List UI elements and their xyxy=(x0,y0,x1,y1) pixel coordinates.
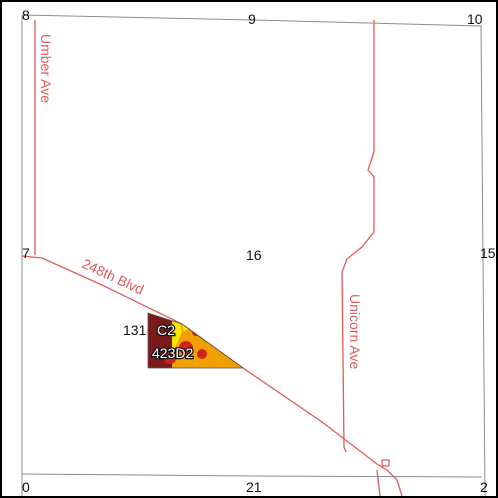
section-number-top-right: 10 xyxy=(467,11,483,27)
soil-polygon-outline xyxy=(147,312,245,369)
road-label-248th-blvd: 248th Blvd xyxy=(80,255,147,297)
soil-label-131: 131 xyxy=(123,322,147,338)
road-unicorn-ave[interactable] xyxy=(341,20,375,453)
section-line-right xyxy=(480,25,486,496)
road-end-marker xyxy=(381,459,390,467)
soil-polygon[interactable] xyxy=(142,307,252,377)
section-line-bottom xyxy=(21,473,483,478)
soil-label-c2: C2 xyxy=(157,322,175,338)
section-number-bottom-left: 0 xyxy=(22,479,30,495)
section-number-top-left: 8 xyxy=(22,7,30,23)
road-driveway xyxy=(376,469,381,496)
soil-label-423d2: 423D2 xyxy=(152,345,193,361)
section-number-center: 16 xyxy=(246,247,262,263)
section-number-mid-right: 15 xyxy=(480,245,496,261)
section-number-bottom-center: 21 xyxy=(246,479,262,495)
section-number-top-center: 9 xyxy=(248,11,256,27)
road-label-unicorn-ave: Unicorn Ave xyxy=(347,294,363,369)
section-number-bottom-right: 2 xyxy=(480,479,488,495)
section-line-top xyxy=(21,14,483,27)
road-label-umber-ave: Umber Ave xyxy=(38,34,54,103)
road-248th-blvd[interactable] xyxy=(21,255,403,496)
section-number-mid-left: 7 xyxy=(22,245,30,261)
